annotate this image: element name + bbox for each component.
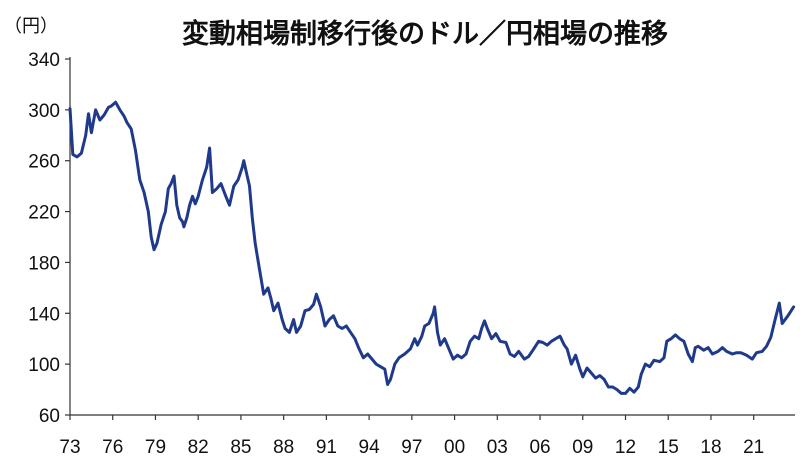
x-tick-label: 94 [359,437,381,458]
x-tick-label: 18 [700,437,721,458]
series-line-usd-jpy [68,100,796,395]
y-tick-label: 340 [28,50,60,71]
x-tick-label: 12 [615,437,636,458]
y-tick-label: 260 [28,152,60,173]
x-tick-label: 73 [59,437,80,458]
y-tick-label: 140 [28,304,60,325]
x-tick-label: 00 [444,437,465,458]
x-tick-label: 85 [230,437,251,458]
y-tick-label: 220 [28,203,60,224]
x-tick-label: 82 [188,437,209,458]
x-tick-label: 06 [529,437,550,458]
x-tick-label: 03 [487,437,508,458]
y-tick-label: 100 [28,355,60,376]
chart-title: 変動相場制移行後のドル／円相場の推移 [182,18,668,50]
x-tick-label: 21 [743,437,764,458]
y-axis: 60 100 140 180 220 260 300 340 [28,50,71,427]
y-tick-label: 300 [28,101,60,122]
y-axis-unit-label: （円） [4,16,58,37]
x-tick-label: 91 [316,437,337,458]
series-layer [68,100,796,395]
x-tick-label: 79 [145,437,166,458]
x-tick-label: 97 [401,437,422,458]
x-tick-label: 88 [273,437,294,458]
x-tick-label: 15 [658,437,679,458]
y-tick-label: 60 [39,406,60,427]
x-axis: 73 76 79 82 85 88 91 94 97 00 03 06 09 12 15 18 21 [59,414,795,458]
x-tick-label: 76 [102,437,123,458]
y-tick-label: 180 [28,253,60,274]
x-tick-label: 09 [572,437,593,458]
